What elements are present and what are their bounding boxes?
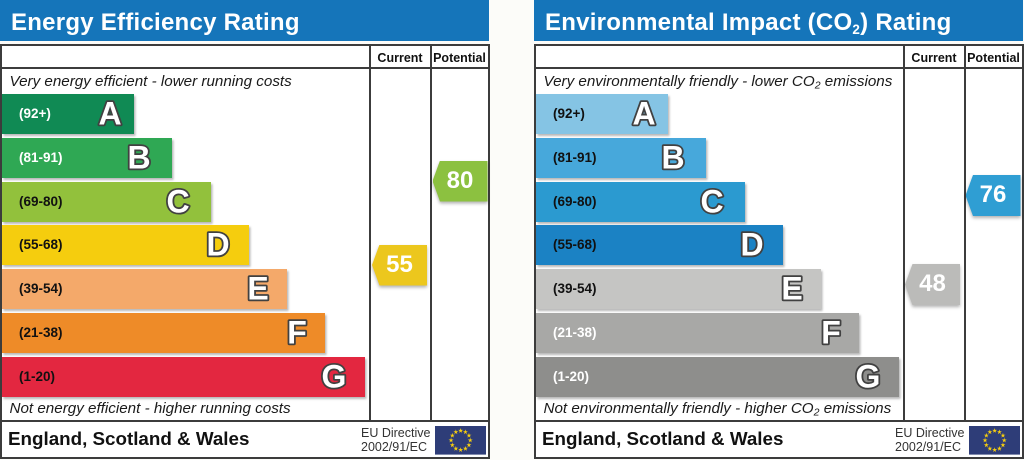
svg-text:G: G (856, 359, 881, 395)
svg-text:A: A (632, 96, 655, 132)
svg-text:E: E (247, 271, 268, 307)
svg-text:D: D (740, 227, 763, 263)
svg-text:F: F (287, 315, 307, 351)
svg-text:C: C (700, 184, 723, 220)
svg-text:D: D (206, 227, 229, 263)
svg-text:E: E (781, 271, 802, 307)
svg-text:G: G (322, 359, 347, 395)
svg-text:C: C (166, 184, 189, 220)
svg-text:B: B (661, 140, 684, 176)
svg-text:A: A (98, 96, 121, 132)
svg-text:F: F (821, 315, 841, 351)
svg-text:B: B (127, 140, 150, 176)
